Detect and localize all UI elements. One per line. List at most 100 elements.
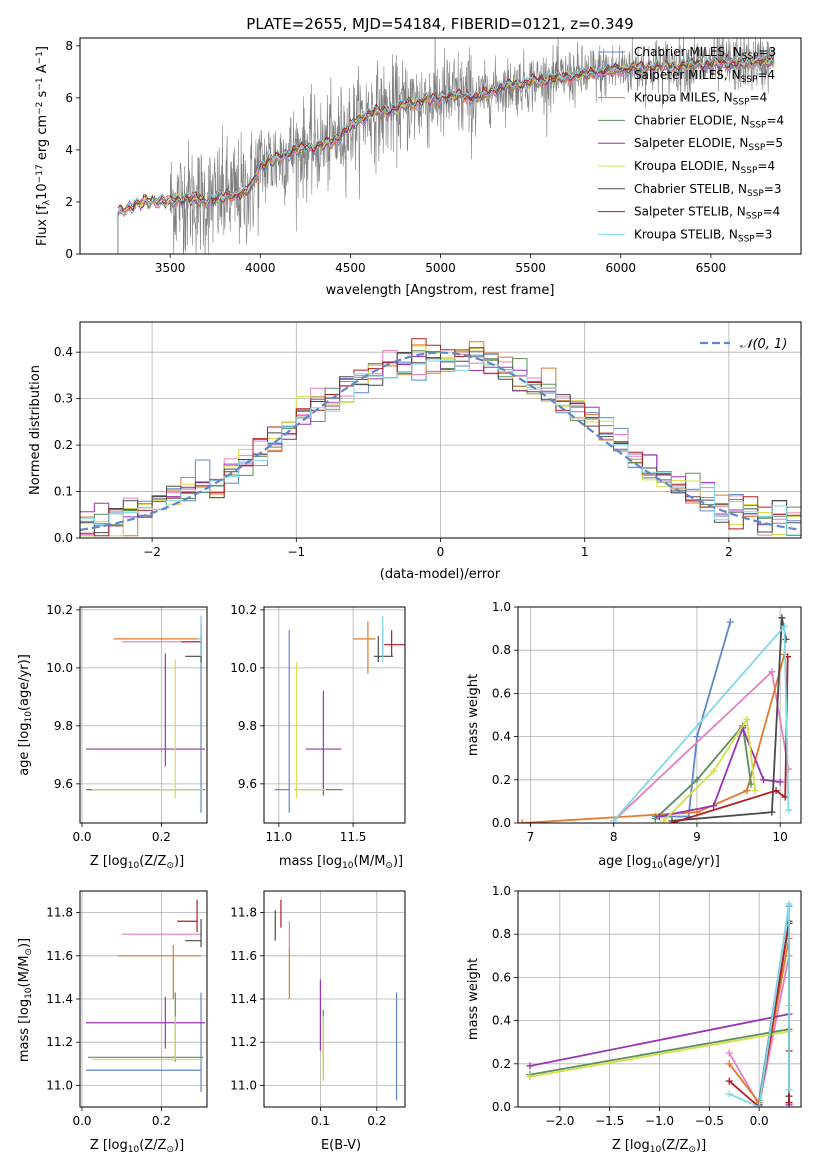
label-part: =3 — [755, 227, 773, 241]
x-tick-label: −1.5 — [595, 1114, 624, 1128]
label-part: (M/M — [354, 854, 386, 869]
label-part: Z [log — [90, 854, 128, 869]
label-part: Chabrier MILES, N — [634, 45, 742, 59]
y-tick-label: 0.4 — [492, 730, 511, 744]
axes-weight_vs_age: 7 8 9 10 0.0 0.2 0.4 0.6 0.8 1.0 — [492, 600, 802, 844]
legend-entry: Kroupa STELIB, NSSP=3 — [634, 227, 772, 244]
y-tick-label: 9.6 — [54, 777, 73, 791]
y-tick-label: 11.0 — [46, 1078, 73, 1092]
label-part: =4 — [757, 68, 775, 82]
label-part: Kroupa ELODIE, N — [634, 159, 741, 173]
y-tick-label: 0.0 — [492, 1100, 511, 1114]
weight-marker-salpeter_stelib — [668, 819, 676, 823]
label-part: ⊙ — [24, 948, 34, 956]
weight-marker-kroupa_elodie — [751, 787, 759, 795]
y-tick-label: 11.8 — [230, 906, 257, 920]
y-tick-label: 0.6 — [492, 686, 511, 700]
y-tick-label: 10.0 — [230, 661, 257, 675]
x-axis-label: Z [log10(Z/Z⊙)] — [90, 1138, 184, 1155]
axes-age_vs_mass: 11.0 11.5 9.6 9.8 10.0 10.2 — [230, 603, 406, 844]
label-part: SSP — [733, 97, 750, 107]
label-part: (Z/Z — [139, 1138, 166, 1153]
y-tick-label: 0.0 — [54, 531, 73, 545]
x-tick-label: 6500 — [696, 261, 727, 275]
x-tick-label: −0.5 — [695, 1114, 724, 1128]
label-part: Salpeter MILES, N — [634, 68, 741, 82]
weight-marker-chabrier_elodie — [651, 815, 659, 823]
label-part: SSP — [738, 234, 755, 244]
x-tick-label: 2 — [725, 545, 733, 559]
weight-marker-salpeter_stelib — [785, 1099, 793, 1107]
weight-marker-chabrier_stelib — [782, 635, 790, 643]
x-tick-label: 0.0 — [72, 1114, 91, 1128]
weight-marker-salpeter_miles — [725, 1049, 733, 1057]
x-tick-label: −2.0 — [545, 1114, 574, 1128]
plot-area — [85, 899, 206, 1092]
y-tick-label: 1.0 — [492, 600, 511, 614]
label-part: Salpeter ELODIE, N — [634, 136, 748, 150]
weight-marker-chabrier_elodie — [693, 776, 701, 784]
y-tick-label: 0.2 — [54, 438, 73, 452]
y-axis-label: mass weight — [466, 674, 481, 756]
y-tick-label: 10.0 — [46, 661, 73, 675]
x-axis-label: age [log10(age/yr)] — [598, 854, 720, 871]
label-part: (M/M — [17, 956, 32, 988]
axes-frame — [517, 606, 802, 824]
label-part: =4 — [763, 205, 781, 219]
label-part: 10 — [35, 183, 50, 200]
y-tick-label: 4 — [65, 143, 73, 157]
weight-line-chabrier_stelib — [671, 617, 787, 822]
axes-mass_vs_Z: 0.0 0.2 11.0 11.2 11.4 11.6 11.8 — [46, 890, 208, 1128]
weight-line-kroupa_miles — [522, 654, 786, 823]
weight-marker-kroupa_stelib — [780, 622, 788, 630]
label-part: ⊙ — [166, 861, 174, 871]
legend-entry: Chabrier MILES, NSSP=3 — [634, 45, 776, 62]
label-part: 10 — [342, 861, 354, 871]
label-part: )] — [696, 1138, 706, 1153]
x-tick-label: 0.0 — [750, 1114, 769, 1128]
weight-marker-chabrier_miles — [726, 618, 734, 626]
x-tick-label: 0.2 — [152, 830, 171, 844]
x-tick-label: 0 — [437, 545, 445, 559]
y-tick-label: 11.2 — [46, 1035, 73, 1049]
legend-entry: Salpeter STELIB, NSSP=4 — [634, 205, 780, 222]
observed-spectrum — [169, 38, 775, 254]
weight-marker-kroupa_stelib — [785, 1086, 793, 1094]
legend-entry: Chabrier ELODIE, NSSP=4 — [634, 113, 784, 130]
x-tick-label: 7 — [527, 830, 535, 844]
x-tick-label: 9 — [693, 830, 701, 844]
x-axis-label: Z [log10(Z/Z⊙)] — [612, 1138, 706, 1155]
y-tick-label: 0 — [65, 247, 73, 261]
x-axis-label: E(B-V) — [321, 1138, 361, 1153]
label-part: ⊙ — [166, 1145, 174, 1155]
legend-entry: Chabrier STELIB, NSSP=3 — [634, 182, 782, 199]
label-part: Chabrier ELODIE, N — [634, 113, 750, 127]
label-part: s — [35, 90, 50, 101]
x-tick-label: 11.0 — [265, 830, 292, 844]
label-part: =4 — [766, 113, 784, 127]
label-part: −2 — [35, 102, 45, 115]
label-part: −1 — [35, 51, 45, 64]
legend-entry: Salpeter ELODIE, NSSP=5 — [634, 136, 783, 153]
label-part: Chabrier STELIB, N — [634, 182, 747, 196]
label-part: 10 — [128, 861, 140, 871]
label-part: SSP — [747, 188, 764, 198]
weight-marker-kroupa_stelib — [755, 1103, 763, 1107]
label-part: )] — [17, 938, 32, 948]
weight-marker-salpeter_elodie — [776, 778, 784, 786]
y-tick-label: 11.4 — [230, 992, 257, 1006]
label-part: Z [log — [90, 1138, 128, 1153]
histogram-chabrier_stelib — [80, 351, 801, 534]
label-part: 10 — [24, 987, 34, 999]
label-part: )] — [174, 854, 184, 869]
x-tick-label: −1 — [287, 545, 305, 559]
label-part: A — [35, 64, 50, 77]
y-axis-label: mass [log10(M/M⊙)] — [17, 938, 34, 1062]
label-part: −1 — [35, 77, 45, 90]
x-tick-label: 5000 — [425, 261, 456, 275]
y-tick-label: 2 — [65, 195, 73, 209]
label-part: (Z/Z — [661, 1138, 688, 1153]
label-part: (Z/Z — [139, 854, 166, 869]
legend-hist: 𝒩(0, 1) — [700, 337, 787, 352]
